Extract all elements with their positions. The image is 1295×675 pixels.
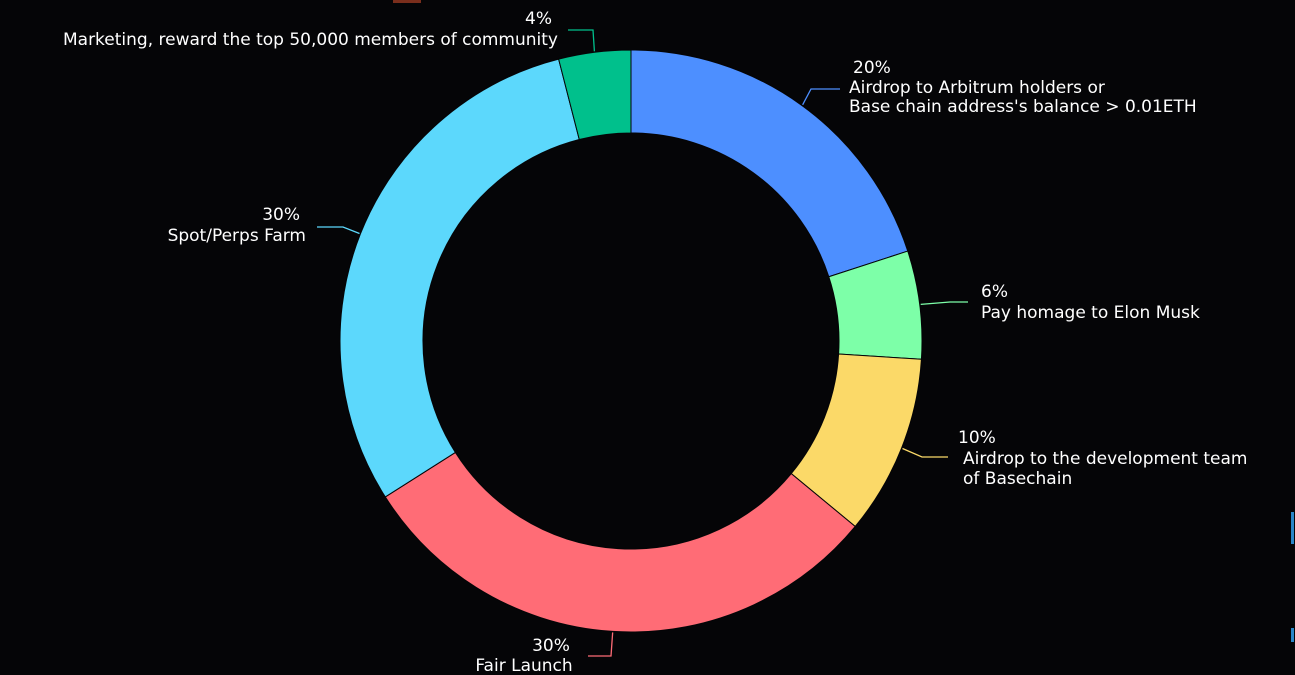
donut-slice[interactable]	[558, 49, 632, 141]
leader-line	[920, 301, 968, 306]
slice-percent-label: 30%	[532, 636, 570, 656]
slice-name-label: Pay homage to Elon Musk	[981, 303, 1200, 323]
slice-percent-label: 4%	[525, 9, 552, 29]
slice-name-label: Fair Launch	[475, 656, 572, 675]
slice-percent-label: 20%	[853, 58, 891, 78]
slice-percent-label: 30%	[262, 205, 300, 225]
leader-line	[317, 226, 360, 235]
slice-name-label: Marketing, reward the top 50,000 members…	[63, 30, 558, 50]
donut-slice[interactable]	[339, 58, 580, 498]
edge-accent-mark	[1291, 512, 1294, 544]
leader-line	[802, 88, 840, 106]
slice-name-label: Airdrop to Arbitrum holders or	[849, 78, 1105, 98]
slice-name-label: Airdrop to the development team	[963, 449, 1247, 469]
slice-name-label: Spot/Perps Farm	[168, 226, 306, 246]
slice-percent-label: 10%	[958, 428, 996, 448]
slice-name-label: Base chain address's balance > 0.01ETH	[849, 97, 1197, 117]
edge-accent-mark	[1291, 628, 1294, 642]
slice-name-label: of Basechain	[963, 469, 1072, 489]
leader-line	[902, 447, 948, 458]
slices-layer	[339, 49, 923, 633]
slice-percent-label: 6%	[981, 282, 1008, 302]
leader-line	[568, 29, 596, 52]
labels-layer: 20%Airdrop to Arbitrum holders or Base c…	[63, 9, 1247, 675]
donut-slice[interactable]	[384, 451, 856, 633]
leader-lines-layer	[317, 29, 968, 657]
edge-accent-mark	[393, 0, 421, 3]
leader-line	[588, 632, 614, 657]
